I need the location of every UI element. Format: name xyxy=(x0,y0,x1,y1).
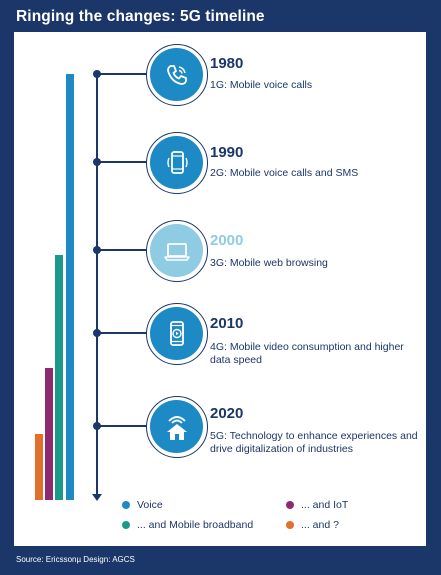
timeline-dot-2000 xyxy=(93,246,101,254)
desc-2010: 4G: Mobile video consumption and higher … xyxy=(210,341,404,366)
milestone-icon-circle-1980 xyxy=(146,44,208,106)
desc-1980: 1G: Mobile voice calls xyxy=(210,79,313,91)
connector-2000 xyxy=(100,249,150,251)
timeline-dot-1990 xyxy=(93,158,101,166)
legend-item-iot: ... and IoT xyxy=(286,499,348,511)
year-2010: 2010 xyxy=(210,315,244,332)
desc-2020: 5G: Technology to enhance experiences an… xyxy=(210,430,418,455)
timeline-dot-2020 xyxy=(93,422,101,430)
phone-icon xyxy=(166,64,187,85)
milestone-icon-circle-2000 xyxy=(146,220,208,282)
source-note: Source: Ericssonµ Design: AGCS xyxy=(16,555,135,564)
connector-1980 xyxy=(100,73,150,75)
legend-label: ... and ? xyxy=(301,519,339,531)
legend-item-broadband: ... and Mobile broadband xyxy=(122,519,253,531)
timeline-dot-1980 xyxy=(93,70,101,78)
legend-swatch xyxy=(286,521,294,529)
smartphone-video-icon xyxy=(169,320,184,346)
year-1980: 1980 xyxy=(210,55,244,72)
milestone-icon-circle-2020 xyxy=(146,396,208,458)
smart-home-icon xyxy=(166,415,187,440)
year-2000: 2000 xyxy=(210,232,244,249)
bar-teal xyxy=(55,255,63,500)
page-title: Ringing the changes: 5G timeline xyxy=(16,8,265,25)
legend-item-voice: Voice xyxy=(122,499,163,511)
year-2020: 2020 xyxy=(210,405,244,422)
timeline-panel: 1980 1G: Mobile voice calls 1990 2G: Mob… xyxy=(14,32,426,546)
legend-swatch xyxy=(122,521,130,529)
legend-item-unknown: ... and ? xyxy=(286,519,339,531)
timeline-arrow xyxy=(92,494,102,501)
legend-label: ... and IoT xyxy=(301,499,349,511)
bar-blue xyxy=(66,74,74,500)
legend-swatch xyxy=(122,501,130,509)
laptop-icon xyxy=(163,242,190,261)
connector-2010 xyxy=(100,332,150,334)
mobile-phone-icon xyxy=(166,150,188,174)
bar-purple xyxy=(45,368,53,500)
milestone-icon-circle-2010 xyxy=(146,303,208,365)
timeline-dot-2010 xyxy=(93,329,101,337)
legend-label: ... and Mobile broadband xyxy=(137,519,254,531)
legend-swatch xyxy=(286,501,294,509)
bar-orange xyxy=(35,434,43,500)
year-1990: 1990 xyxy=(210,144,244,161)
connector-1990 xyxy=(100,161,150,163)
milestone-icon-circle-1990 xyxy=(146,132,208,194)
desc-1990: 2G: Mobile voice calls and SMS xyxy=(210,167,359,179)
timeline-axis xyxy=(96,72,98,496)
connector-2020 xyxy=(100,425,150,427)
desc-2000: 3G: Mobile web browsing xyxy=(210,257,328,269)
legend-label: Voice xyxy=(137,499,163,511)
